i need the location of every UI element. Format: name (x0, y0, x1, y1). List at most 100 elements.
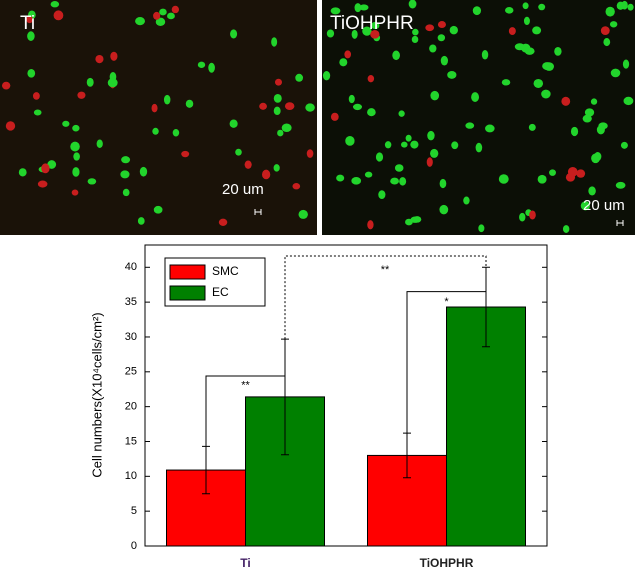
cell (591, 153, 601, 164)
cell (532, 26, 542, 35)
cell (501, 79, 511, 86)
cell (274, 78, 282, 86)
cell (339, 58, 348, 67)
cell (554, 46, 562, 56)
cell (230, 29, 238, 39)
cell (107, 78, 118, 88)
cell (71, 189, 79, 196)
cell (405, 218, 413, 226)
significance-label: ** (381, 264, 390, 276)
cell (295, 73, 304, 82)
legend-swatch (169, 285, 206, 301)
cell (110, 51, 118, 61)
cell (610, 68, 621, 78)
cell (72, 124, 80, 132)
cell (273, 106, 281, 116)
cell (529, 210, 536, 220)
cell (600, 26, 610, 35)
significance-bracket (205, 339, 286, 447)
cell (378, 190, 386, 200)
significance-label: * (444, 296, 449, 308)
y-tick-label: 10 (125, 470, 137, 482)
cell (326, 29, 335, 38)
cell (367, 220, 374, 230)
cell (514, 43, 525, 51)
cell (408, 0, 417, 9)
legend-label: EC (212, 285, 229, 299)
cell (218, 218, 228, 226)
plot-frame (144, 244, 548, 547)
legend-label: SMC (212, 264, 239, 278)
cell (120, 170, 130, 179)
cell (528, 123, 536, 131)
cell (41, 163, 50, 174)
scale-bar-label: 20 um (583, 197, 625, 214)
cell (427, 130, 435, 141)
cell (359, 4, 369, 11)
cell (181, 150, 190, 158)
cell (163, 94, 171, 105)
cell (244, 160, 252, 169)
cell (305, 103, 315, 112)
cell (96, 139, 103, 148)
cell (533, 78, 544, 88)
cell (439, 204, 449, 215)
cell (570, 126, 579, 137)
cell (86, 77, 94, 87)
cell (392, 50, 400, 61)
cell (449, 25, 458, 35)
cell (609, 21, 618, 28)
cell (429, 44, 437, 53)
cell (153, 205, 163, 214)
cell (410, 216, 420, 223)
cells (1, 0, 634, 233)
scale-bar-label: 20 um (222, 181, 264, 198)
cell (505, 7, 514, 14)
cell (351, 29, 358, 39)
cell (185, 99, 194, 108)
cell (411, 35, 419, 44)
cell (478, 224, 485, 233)
cell (53, 10, 64, 21)
cell (471, 92, 480, 102)
cell (354, 3, 362, 13)
cell (590, 98, 598, 105)
cell (627, 3, 634, 11)
cell (235, 148, 242, 156)
cell (153, 11, 161, 20)
cell (172, 128, 180, 137)
cell (27, 68, 36, 78)
cell (135, 17, 145, 26)
cell (70, 141, 80, 152)
cell (562, 225, 570, 233)
cell (398, 110, 405, 117)
y-tick-label: 0 (131, 540, 137, 552)
cell (139, 166, 148, 177)
cell (465, 122, 475, 129)
cell (37, 180, 48, 188)
cell (588, 186, 596, 196)
y-tick-label: 35 (125, 296, 137, 308)
cell (5, 121, 16, 131)
cell (384, 141, 392, 149)
cell (1, 81, 11, 90)
cell (399, 177, 407, 186)
cell (451, 141, 459, 150)
cell (472, 6, 482, 16)
cell (122, 188, 130, 197)
cell (208, 62, 215, 73)
cell (87, 178, 97, 185)
cell (364, 171, 373, 178)
cell (348, 94, 355, 104)
cell (367, 108, 376, 117)
cell (336, 174, 345, 182)
cell (292, 183, 301, 190)
cell (284, 102, 295, 111)
cell (371, 21, 380, 30)
cell (159, 8, 167, 16)
cell (298, 209, 308, 219)
cell (598, 122, 608, 130)
cell (522, 2, 529, 10)
cell (197, 61, 206, 68)
